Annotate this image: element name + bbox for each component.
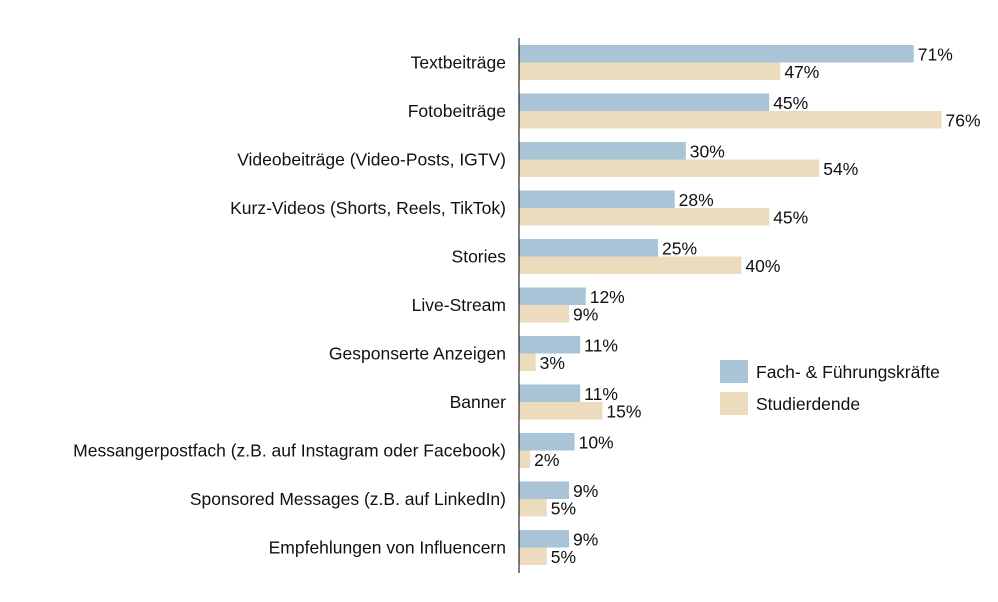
data-label: 5% (551, 547, 576, 567)
bar-studierende (519, 450, 531, 468)
bar-fach-fuehrungskraefte (519, 287, 586, 305)
legend-label: Studierdende (756, 394, 860, 414)
data-label-background (781, 63, 816, 80)
category-label: Banner (450, 392, 507, 412)
data-label: 30% (690, 142, 725, 162)
bar-fach-fuehrungskraefte (519, 336, 581, 354)
data-label: 76% (946, 111, 981, 131)
category-label: Textbeiträge (411, 53, 506, 73)
data-label: 45% (773, 93, 808, 113)
data-label-background (547, 548, 573, 565)
category-label: Kurz-Videos (Shorts, Reels, TikTok) (230, 198, 506, 218)
data-label: 28% (679, 190, 714, 210)
bar-fach-fuehrungskraefte (519, 239, 658, 257)
data-label-background (820, 160, 855, 177)
category-label: Live-Stream (412, 295, 506, 315)
data-label-background (570, 306, 596, 323)
data-label: 9% (573, 530, 598, 550)
legend-label: Fach- & Führungskräfte (756, 362, 940, 382)
data-label-background (686, 143, 722, 160)
bar-fach-fuehrungskraefte (519, 433, 575, 451)
data-label-background (742, 257, 777, 274)
data-label: 11% (584, 384, 618, 404)
data-label: 9% (573, 305, 598, 325)
category-label: Messangerpostfach (z.B. auf Instagram od… (73, 441, 506, 461)
legend-swatch (720, 392, 748, 415)
data-label: 12% (590, 287, 625, 307)
data-label-background (603, 403, 638, 420)
bar-fach-fuehrungskraefte (519, 530, 570, 548)
data-label-background (531, 451, 557, 468)
data-label-background (570, 531, 596, 548)
data-label-background (659, 240, 694, 257)
bar-studierende (519, 62, 781, 80)
data-label: 71% (918, 45, 953, 65)
category-label: Fotobeiträge (408, 101, 506, 121)
bar-studierende (519, 159, 820, 177)
data-label-background (770, 94, 805, 111)
category-label: Sponsored Messages (z.B. auf LinkedIn) (190, 489, 506, 509)
bar-fach-fuehrungskraefte (519, 190, 675, 208)
bar-studierende (519, 547, 547, 565)
data-label-background (570, 482, 596, 499)
category-label: Gesponserte Anzeigen (329, 344, 506, 364)
bar-studierende (519, 402, 603, 420)
bar-studierende (519, 256, 742, 274)
data-label: 15% (606, 402, 641, 422)
data-label: 3% (540, 353, 565, 373)
data-label-background (770, 209, 805, 226)
data-label-background (536, 354, 562, 371)
bar-fach-fuehrungskraefte (519, 93, 770, 111)
data-label: 47% (784, 62, 819, 82)
bar-studierende (519, 499, 547, 517)
bar-studierende (519, 305, 570, 323)
bar-fach-fuehrungskraefte (519, 384, 581, 402)
data-label-background (675, 191, 711, 208)
data-label: 45% (773, 208, 808, 228)
bar-studierende (519, 353, 536, 371)
bar-fach-fuehrungskraefte (519, 142, 686, 160)
category-label: Empfehlungen von Influencern (269, 538, 506, 558)
data-label: 2% (534, 450, 559, 470)
data-label: 54% (823, 159, 858, 179)
data-label-background (547, 500, 573, 517)
data-label-background (942, 112, 978, 129)
data-label: 11% (584, 336, 618, 356)
category-label: Videobeiträge (Video-Posts, IGTV) (237, 150, 506, 170)
data-label-background (581, 337, 616, 354)
bar-fach-fuehrungskraefte (519, 45, 914, 63)
data-label: 25% (662, 239, 697, 259)
bar-fach-fuehrungskraefte (519, 481, 570, 499)
data-label-background (581, 385, 616, 402)
data-label: 5% (551, 499, 576, 519)
data-label: 40% (745, 256, 780, 276)
bar-studierende (519, 208, 770, 226)
data-label-background (914, 46, 950, 63)
data-label-background (586, 288, 622, 305)
bar-studierende (519, 111, 942, 129)
data-label-background (575, 434, 611, 451)
category-label: Stories (452, 247, 507, 267)
data-label: 10% (579, 433, 614, 453)
data-label: 9% (573, 481, 598, 501)
legend-swatch (720, 360, 748, 383)
